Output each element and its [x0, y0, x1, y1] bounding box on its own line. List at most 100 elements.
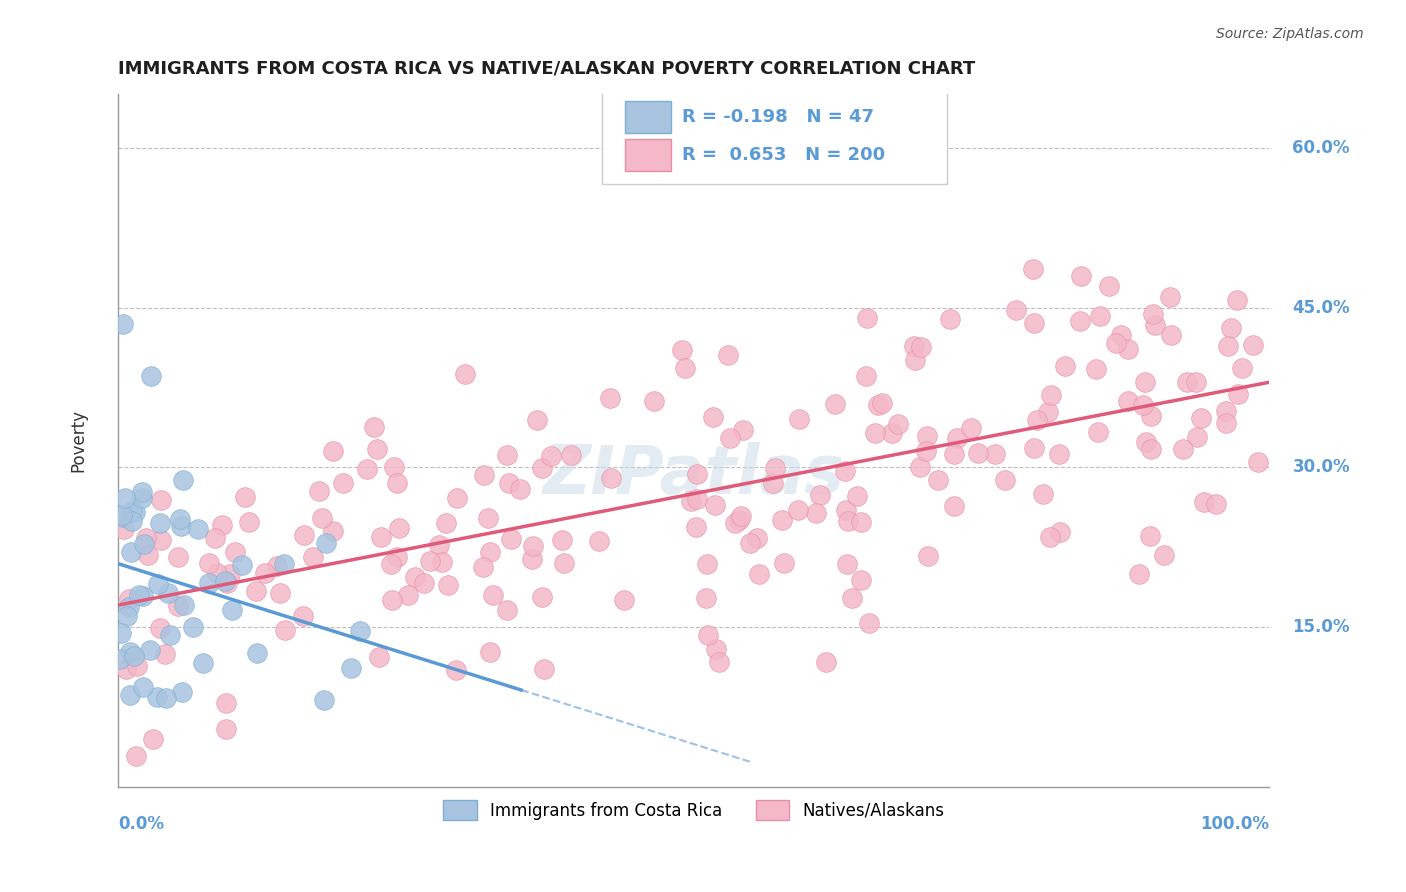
- Point: [984, 447, 1007, 461]
- Point: [496, 603, 519, 617]
- Point: [1090, 309, 1112, 323]
- Point: [1128, 566, 1150, 581]
- Point: [1084, 362, 1107, 376]
- Point: [1036, 405, 1059, 419]
- Point: [866, 398, 889, 412]
- Point: [724, 516, 747, 530]
- Point: [1192, 495, 1215, 509]
- Point: [696, 557, 718, 571]
- Point: [1026, 413, 1049, 427]
- Point: [942, 499, 965, 513]
- Point: [125, 748, 148, 763]
- Point: [1105, 336, 1128, 351]
- Point: [183, 619, 205, 633]
- Point: [159, 627, 181, 641]
- Point: [479, 645, 502, 659]
- Point: [960, 421, 983, 435]
- Point: [855, 311, 877, 326]
- Point: [155, 691, 177, 706]
- Point: [427, 538, 450, 552]
- Point: [146, 690, 169, 705]
- Point: [479, 545, 502, 559]
- Point: [118, 600, 141, 615]
- Point: [1047, 447, 1070, 461]
- Point: [773, 556, 796, 570]
- Point: [233, 491, 256, 505]
- Point: [385, 475, 408, 490]
- Point: [148, 576, 170, 591]
- Point: [530, 590, 553, 604]
- Point: [588, 533, 610, 548]
- Point: [349, 624, 371, 638]
- Point: [253, 566, 276, 581]
- Point: [686, 492, 709, 507]
- Point: [613, 593, 636, 607]
- Point: [134, 536, 156, 550]
- Point: [835, 502, 858, 516]
- Point: [738, 536, 761, 550]
- Point: [111, 317, 134, 331]
- Point: [131, 485, 153, 500]
- Point: [370, 530, 392, 544]
- Point: [214, 574, 236, 589]
- Point: [834, 464, 856, 478]
- Point: [292, 609, 315, 624]
- Point: [1143, 318, 1166, 333]
- Point: [474, 467, 496, 482]
- Point: [139, 642, 162, 657]
- Point: [1133, 375, 1156, 389]
- Point: [717, 348, 740, 362]
- Point: [111, 508, 134, 523]
- Point: [1039, 531, 1062, 545]
- Point: [132, 589, 155, 603]
- Point: [1140, 442, 1163, 456]
- Point: [695, 591, 717, 605]
- Point: [117, 609, 139, 624]
- Point: [1227, 386, 1250, 401]
- Point: [312, 692, 335, 706]
- Point: [1039, 388, 1062, 402]
- Point: [1216, 338, 1239, 352]
- Point: [761, 475, 783, 490]
- Point: [526, 413, 548, 427]
- Point: [917, 549, 939, 563]
- Point: [718, 431, 741, 445]
- Point: [167, 599, 190, 613]
- Point: [172, 473, 194, 487]
- Point: [419, 554, 441, 568]
- Point: [880, 426, 903, 441]
- Point: [1142, 307, 1164, 321]
- Point: [112, 522, 135, 536]
- Point: [849, 515, 872, 529]
- Point: [522, 539, 544, 553]
- Point: [1175, 375, 1198, 389]
- Point: [274, 623, 297, 637]
- Point: [1116, 393, 1139, 408]
- Point: [1153, 548, 1175, 562]
- Point: [731, 423, 754, 437]
- Point: [865, 425, 887, 440]
- Point: [824, 397, 846, 411]
- Point: [1135, 434, 1157, 449]
- Point: [1215, 416, 1237, 430]
- Point: [170, 685, 193, 699]
- Point: [214, 723, 236, 737]
- Point: [482, 588, 505, 602]
- Point: [673, 360, 696, 375]
- Point: [122, 648, 145, 663]
- Point: [221, 603, 243, 617]
- Point: [770, 513, 793, 527]
- Point: [211, 518, 233, 533]
- Point: [702, 410, 724, 425]
- Point: [945, 431, 967, 445]
- Point: [245, 584, 267, 599]
- Point: [173, 599, 195, 613]
- Text: R =  0.653   N = 200: R = 0.653 N = 200: [682, 145, 886, 163]
- Point: [1247, 455, 1270, 469]
- Point: [155, 648, 177, 662]
- Point: [142, 731, 165, 746]
- Text: 30.0%: 30.0%: [1292, 458, 1350, 476]
- Point: [966, 446, 988, 460]
- Point: [815, 655, 838, 669]
- Point: [509, 482, 531, 496]
